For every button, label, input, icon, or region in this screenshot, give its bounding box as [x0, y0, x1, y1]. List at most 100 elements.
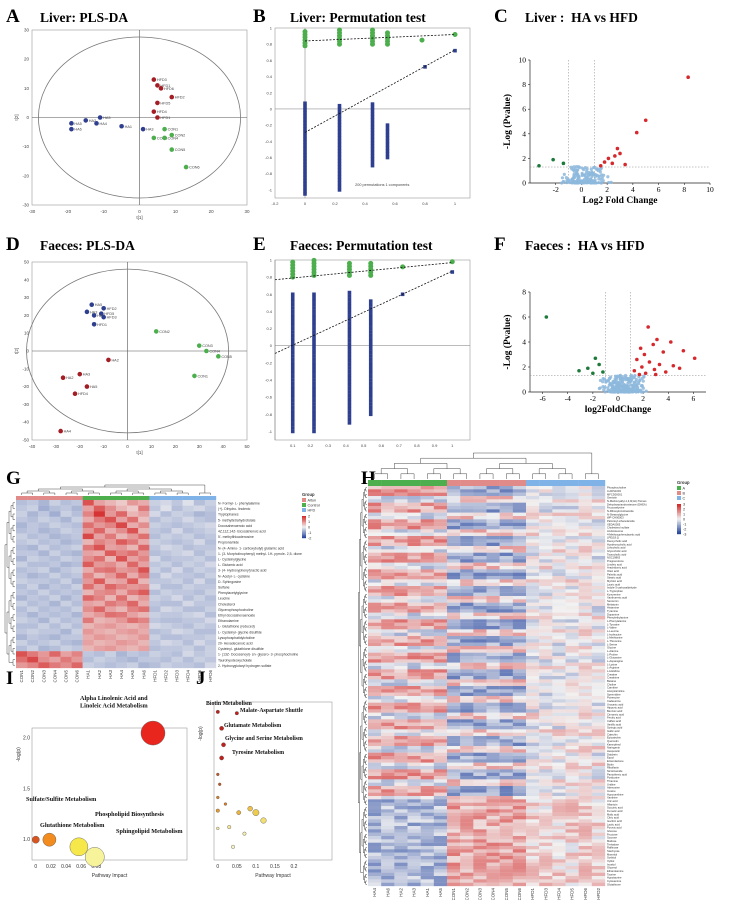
heatmap-cell — [368, 766, 382, 770]
heatmap-cell — [578, 792, 592, 797]
heatmap-cell — [138, 634, 150, 641]
heatmap-cell — [539, 632, 553, 637]
heatmap-cell — [578, 579, 592, 583]
heatmap-cell — [552, 706, 566, 710]
heatmap-cell — [526, 652, 540, 657]
heatmap-cell — [160, 500, 172, 506]
heatmap-cell — [407, 666, 421, 670]
heatmap-cell — [381, 806, 395, 810]
group-annotation-cell — [104, 496, 117, 500]
heatmap-cell — [526, 666, 540, 670]
heatmap-cell — [499, 806, 513, 810]
dendrogram-branch — [365, 674, 367, 678]
heatmap-cell — [433, 816, 448, 820]
heatmap-cell — [552, 789, 566, 793]
permutation-panel-B: -0.2 0 0.2 0.4 0.6 0.8 1-1-0.8-0.6-0.4-0.200.2… — [265, 26, 471, 206]
heatmap-cell — [578, 639, 592, 643]
heatmap-cell — [433, 722, 448, 727]
heatmap-cell — [368, 609, 382, 613]
heatmap-cell — [565, 882, 579, 887]
heatmap-cell — [539, 496, 553, 500]
heatmap-cell — [460, 722, 474, 727]
nonsignificant-point — [572, 175, 576, 179]
heatmap-cell — [473, 719, 487, 723]
colorbar-step — [302, 534, 306, 536]
heatmap-cell — [591, 586, 606, 590]
heatmap-cell — [116, 528, 128, 534]
column-label: CON1 — [451, 888, 456, 900]
heatmap-cell — [578, 719, 592, 723]
x-tick-label: 4 — [631, 185, 635, 194]
heatmap-cell — [552, 552, 566, 557]
heatmap-cell — [486, 539, 500, 543]
heatmap-cell — [486, 562, 500, 567]
heatmap-cell — [381, 576, 395, 580]
dendrogram-branch — [365, 807, 367, 812]
heatmap-cell — [49, 578, 61, 585]
row-label: Kynurenine — [607, 592, 621, 596]
heatmap-cell — [138, 544, 150, 551]
dendrogram-branch — [427, 473, 441, 479]
dendrogram-branch — [365, 800, 367, 805]
heatmap-cell — [565, 842, 579, 847]
q2-permutation-point — [312, 371, 316, 375]
heatmap-cell — [578, 686, 592, 690]
heatmap-cell — [499, 802, 513, 807]
heatmap-cell — [407, 862, 421, 867]
heatmap-cell — [512, 626, 527, 630]
heatmap-cell — [526, 539, 540, 543]
heatmap-cell — [394, 516, 408, 520]
heatmap-cell — [38, 556, 50, 562]
heatmap-cell — [93, 595, 106, 601]
heatmap-cell — [433, 542, 448, 547]
heatmap-cell — [565, 746, 579, 750]
heatmap-cell — [565, 682, 579, 687]
heatmap-cell — [578, 502, 592, 507]
heatmap-cell — [16, 617, 28, 624]
heatmap-cell — [368, 486, 382, 490]
heatmap-cell — [526, 589, 540, 593]
heatmap-cell — [486, 696, 500, 700]
heatmap-cell — [420, 726, 434, 730]
heatmap-cell — [486, 836, 500, 840]
heatmap-cell — [49, 505, 61, 512]
heatmap-cell — [486, 869, 500, 873]
heatmap-cell — [539, 732, 553, 737]
heatmap-cell — [460, 626, 474, 630]
heatmap-cell — [394, 552, 408, 557]
heatmap-cell — [512, 679, 527, 683]
point-label: HFD2 — [175, 96, 185, 100]
q2-permutation-point — [290, 412, 295, 417]
q2-permutation-point — [347, 410, 352, 415]
heatmap-cell — [82, 662, 94, 669]
q2-permutation-point — [303, 146, 307, 151]
heatmap-cell — [526, 726, 540, 730]
heatmap-cell — [526, 546, 540, 550]
x-tick-label: 0.08 — [91, 864, 101, 870]
heatmap-cell — [539, 586, 553, 590]
heatmap-cell — [486, 829, 500, 833]
heatmap-cell — [473, 832, 487, 837]
heatmap-cell — [138, 516, 150, 523]
heatmap-cell — [578, 762, 592, 767]
heatmap-cell — [407, 512, 421, 517]
heatmap-cell — [552, 749, 566, 753]
heatmap-cell — [499, 526, 513, 530]
heatmap-cell — [578, 582, 592, 587]
row-label: Maltose — [607, 839, 617, 843]
heatmap-cell — [138, 528, 150, 534]
heatmap-cell — [486, 589, 500, 593]
heatmap-cell — [433, 712, 448, 717]
heatmap-cell — [539, 629, 553, 633]
heatmap-cell — [539, 792, 553, 797]
point-label: HA1 — [125, 125, 132, 129]
heatmap-cell — [193, 584, 206, 590]
heatmap-cell — [368, 862, 382, 867]
heatmap-cell — [433, 632, 448, 637]
x-tick-label: -20 — [77, 444, 84, 449]
heatmap-cell — [578, 696, 592, 700]
heatmap-cell — [368, 856, 382, 860]
heatmap-cell — [60, 656, 72, 663]
row-label: Taurine — [607, 872, 616, 876]
pathway-bubble — [247, 806, 253, 812]
